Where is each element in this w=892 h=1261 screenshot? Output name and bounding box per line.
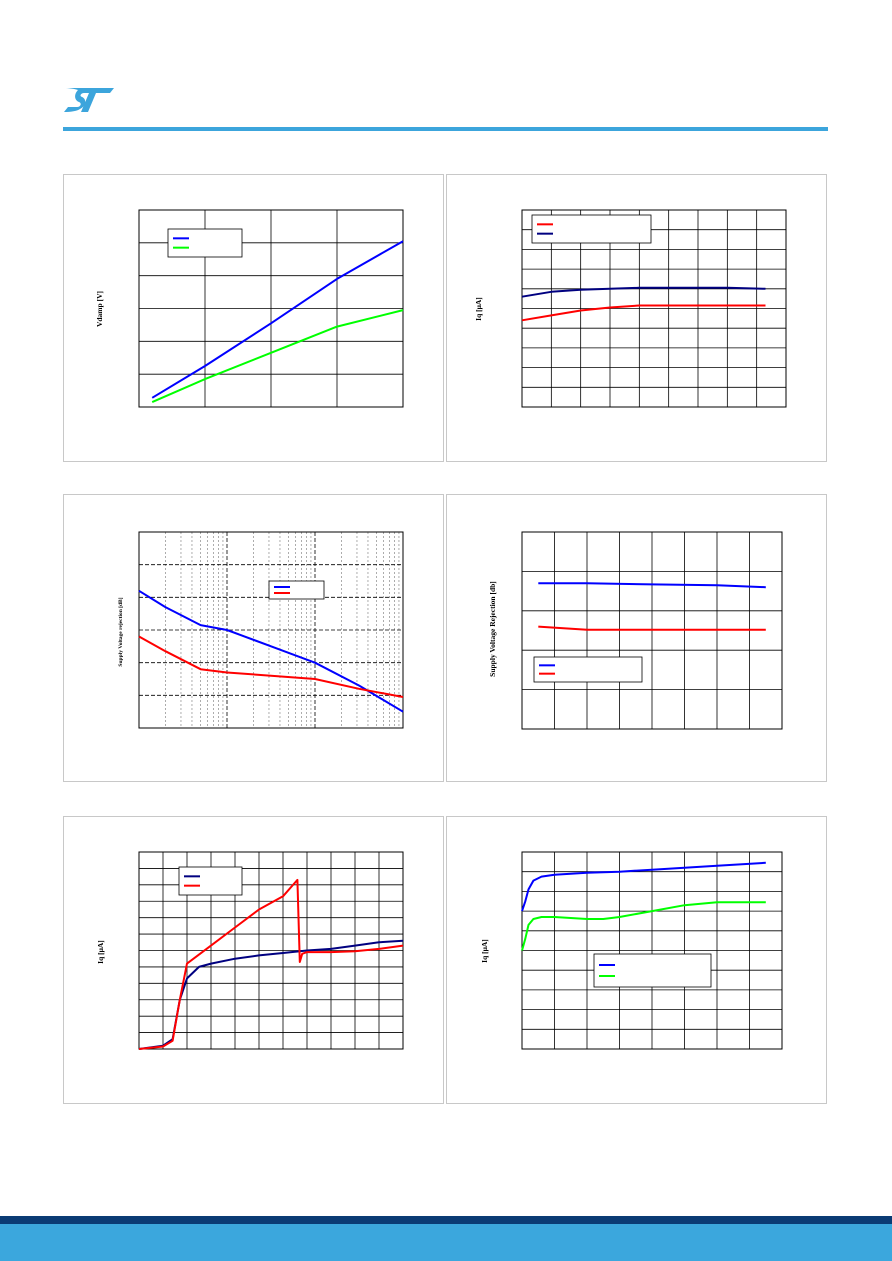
footer-rule xyxy=(0,1216,892,1224)
legend-box xyxy=(268,580,325,600)
series-line-2 xyxy=(521,286,766,298)
series-group xyxy=(521,286,766,322)
y-axis-label: Supply Voltage rejection [dB] xyxy=(118,597,124,666)
header-rule xyxy=(63,127,828,131)
gridlines xyxy=(521,851,783,1050)
chart-6: Iq [μA] xyxy=(480,851,783,1050)
chart-5: Iq [μA] xyxy=(96,851,404,1050)
series-group xyxy=(521,861,766,951)
plot-frame xyxy=(138,531,404,729)
st-logo xyxy=(64,88,114,112)
plot-frame xyxy=(138,851,404,1050)
footer-band xyxy=(0,1224,892,1261)
legend xyxy=(167,228,243,258)
series-line-2 xyxy=(138,635,404,698)
chart-panel-5: Iq [μA] xyxy=(63,816,444,1104)
legend-box xyxy=(178,866,243,896)
series-group xyxy=(538,582,766,631)
legend xyxy=(533,656,643,683)
chart-3: Supply Voltage rejection [dB] xyxy=(118,531,404,729)
series-line-2 xyxy=(151,309,404,404)
series-group xyxy=(138,878,404,1050)
y-axis-label: Supply Voltage Rejection [db] xyxy=(488,581,497,677)
series-group xyxy=(151,240,404,404)
series-line-2 xyxy=(538,625,766,631)
plot-frame xyxy=(138,209,404,408)
series-line-1 xyxy=(521,861,766,912)
legend xyxy=(593,953,712,988)
legend xyxy=(531,214,652,244)
legend-box xyxy=(167,228,243,258)
legend-box xyxy=(533,656,643,683)
chart-4: Supply Voltage Rejection [db] xyxy=(488,531,783,730)
y-axis-label: Vdamp [V] xyxy=(95,291,104,327)
legend-box xyxy=(593,953,712,988)
series-line-1 xyxy=(151,240,404,399)
series-line-2 xyxy=(521,901,766,951)
chart-panel-1: Vdamp [V] xyxy=(63,174,444,462)
series-line-1 xyxy=(138,589,404,713)
chart-2: Iq [μA] xyxy=(474,209,787,408)
chart-panel-3: Supply Voltage rejection [dB] xyxy=(63,494,444,782)
plot-frame xyxy=(521,209,787,408)
series-group xyxy=(138,589,404,713)
legend xyxy=(268,580,325,600)
chart-panel-2: Iq [μA] xyxy=(446,174,827,462)
chart-1: Vdamp [V] xyxy=(95,209,404,408)
chart-panel-6: Iq [μA] xyxy=(446,816,827,1104)
legend-box xyxy=(531,214,652,244)
series-line-2 xyxy=(138,878,404,1050)
gridlines xyxy=(138,531,404,729)
plot-frame xyxy=(521,531,783,730)
chart-panel-4: Supply Voltage Rejection [db] xyxy=(446,494,827,782)
series-line-1 xyxy=(521,304,766,322)
series-line-1 xyxy=(538,582,766,589)
y-axis-label: Iq [μA] xyxy=(480,939,489,963)
legend xyxy=(178,866,243,896)
y-axis-label: Iq [μA] xyxy=(474,297,483,321)
y-axis-label: Iq [μA] xyxy=(96,940,105,964)
